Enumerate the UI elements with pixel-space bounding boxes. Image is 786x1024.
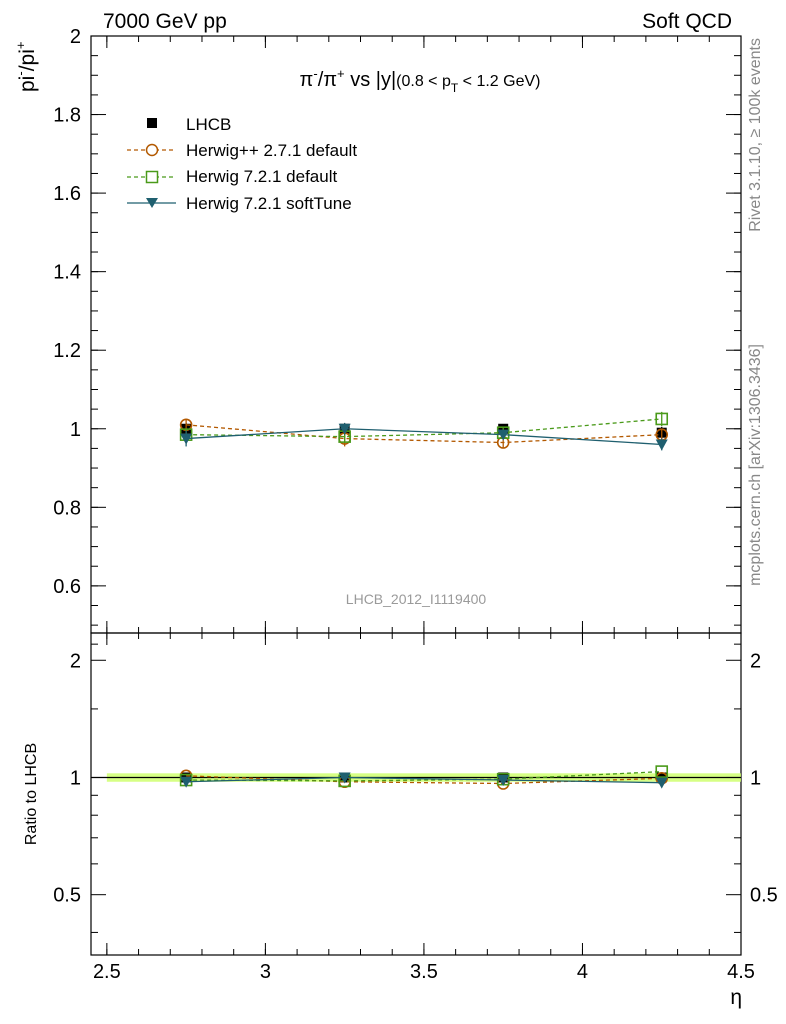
- x-axis-label: η: [730, 986, 742, 1009]
- legend-label-lhcb: LHCB: [186, 115, 231, 134]
- ratio-band-layer: [91, 773, 742, 782]
- y-tick-label: 0.6: [53, 576, 81, 598]
- ratio-point: [180, 776, 193, 788]
- ratio-tick-label-right: 1: [750, 767, 761, 789]
- rivet-side-text: Rivet 3.1.10, ≥ 100k events: [747, 38, 764, 232]
- ratio-tick-label-right: 2: [750, 650, 761, 672]
- data-point: [655, 412, 669, 426]
- header-left: 7000 GeV pp: [103, 10, 227, 33]
- ratio-series-line: [186, 770, 662, 782]
- ratio-tick-label: 0.5: [53, 885, 81, 907]
- legend-entry-herwig721-default: Herwig 7.2.1 default: [127, 167, 337, 186]
- axes-layer: 2.5 3 3.5 4 4.5 0.6 0.8 1 1.2 1.4 1.6 1.8 2 0.5 0.5 1 1 2…: [53, 26, 778, 983]
- ratio-y-axis-label: Ratio to LHCB: [23, 743, 40, 845]
- series-line: [186, 424, 662, 444]
- legend-marker-herwig721-softtune: [146, 198, 158, 208]
- ratio-point: [497, 775, 510, 787]
- ratio-point: [655, 765, 669, 778]
- x-tick-label: 3.5: [410, 961, 438, 983]
- y-tick-label: 1.6: [53, 183, 81, 205]
- y-tick-label: 0.8: [53, 497, 81, 519]
- data-point: [180, 433, 193, 445]
- analysis-watermark: LHCB_2012_I1119400: [346, 591, 487, 607]
- ratio-point: [338, 772, 351, 784]
- data-point: [497, 429, 510, 441]
- y-tick-label: 1.2: [53, 340, 81, 362]
- data-layer: [179, 411, 669, 790]
- legend-entry-herwigpp: Herwig++ 2.7.1 default: [127, 141, 357, 160]
- ratio-plot-frame: [90, 632, 742, 956]
- legend-marker-herwig721-default: [145, 170, 159, 184]
- y-tick-label: 2: [70, 26, 81, 48]
- x-tick-label: 2.5: [93, 961, 121, 983]
- header-right: Soft QCD: [642, 10, 732, 33]
- ratio-series-line: [186, 775, 662, 785]
- legend-label-herwig721-default: Herwig 7.2.1 default: [186, 167, 337, 186]
- ratio-tick-label: 1: [70, 767, 81, 789]
- data-point: [338, 423, 351, 435]
- mcplots-side-text: mcplots.cern.ch [arXiv:1306.3436]: [747, 344, 764, 586]
- plot-title: π-/π+ vs |y|(0.8 < pT < 1.2 GeV): [300, 66, 541, 95]
- series-line: [186, 418, 662, 438]
- ratio-point: [655, 777, 668, 789]
- legend-label-herwig721-softtune: Herwig 7.2.1 softTune: [186, 194, 352, 213]
- legend-marker-lhcb: [147, 118, 157, 128]
- y-axis-label: pi-/pi+: [13, 42, 39, 92]
- y-tick-label: 1: [70, 419, 81, 441]
- legend-label-herwigpp: Herwig++ 2.7.1 default: [186, 141, 357, 160]
- series-line: [186, 428, 662, 446]
- legend-marker-herwigpp: [145, 143, 159, 157]
- series-3: [180, 422, 668, 789]
- y-tick-label: 1.4: [53, 262, 81, 284]
- legend-entry-lhcb: LHCB: [147, 115, 231, 134]
- x-tick-label: 3: [260, 961, 271, 983]
- y-tick-label: 1.8: [53, 105, 81, 127]
- x-tick-label: 4.5: [727, 961, 755, 983]
- legend-entry-herwig721-softtune: Herwig 7.2.1 softTune: [127, 194, 352, 213]
- ratio-series-line: [186, 776, 662, 784]
- legend: LHCB Herwig++ 2.7.1 default Herwig 7.2.1…: [127, 115, 357, 213]
- x-tick-label: 4: [577, 961, 588, 983]
- data-point: [655, 439, 668, 451]
- ratio-tick-label: 2: [70, 650, 81, 672]
- ratio-tick-label-right: 0.5: [750, 885, 778, 907]
